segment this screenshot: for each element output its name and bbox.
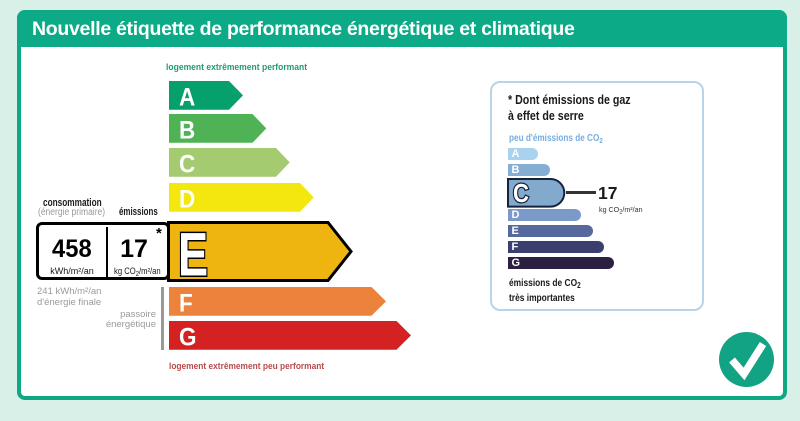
svg-text:C: C xyxy=(179,150,195,177)
svg-text:C: C xyxy=(513,180,529,209)
svg-text:B: B xyxy=(179,116,195,143)
svg-text:G: G xyxy=(179,324,197,351)
svg-text:A: A xyxy=(179,83,195,110)
svg-text:D: D xyxy=(179,185,195,212)
svg-text:E: E xyxy=(178,221,208,282)
svg-text:F: F xyxy=(179,289,193,316)
